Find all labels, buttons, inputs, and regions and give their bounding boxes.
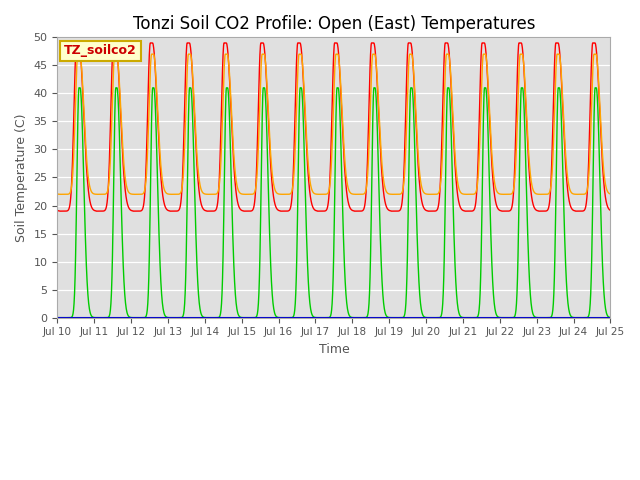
-4cm [558,79,566,85]
-8cm [573,315,581,321]
-2cm [495,207,502,213]
-4cm [56,192,64,197]
Y-axis label: Soil Temperature (C): Soil Temperature (C) [15,113,28,242]
-2cm [362,188,370,193]
-4cm [606,191,614,197]
-16cm [208,315,216,321]
Title: Tonzi Soil CO2 Profile: Open (East) Temperatures: Tonzi Soil CO2 Profile: Open (East) Temp… [132,15,535,33]
-8cm [362,314,370,320]
Line: -4cm: -4cm [58,54,610,194]
-4cm [495,191,502,196]
-4cm [573,192,581,197]
-2cm [73,40,81,46]
-8cm [54,315,61,321]
-8cm [76,85,83,91]
X-axis label: Time: Time [319,343,349,356]
-16cm [362,315,369,321]
Line: -2cm: -2cm [58,43,610,211]
-16cm [606,315,614,321]
-16cm [573,315,580,321]
-2cm [54,207,61,213]
-8cm [205,315,212,321]
-4cm [350,192,358,197]
-2cm [606,207,614,213]
-4cm [208,192,216,197]
-2cm [573,208,581,214]
-4cm [362,186,370,192]
Text: TZ_soilco2: TZ_soilco2 [64,44,137,57]
-8cm [350,315,358,321]
-4cm [54,191,61,197]
-8cm [495,314,502,320]
-2cm [558,85,566,91]
-8cm [558,130,566,136]
-16cm [495,315,502,321]
-2cm [56,208,63,214]
-8cm [606,314,614,320]
-16cm [54,315,61,321]
-16cm [557,315,565,321]
Line: -8cm: -8cm [58,88,610,318]
-4cm [74,51,82,57]
-2cm [208,208,216,214]
-2cm [350,208,358,214]
-8cm [208,315,216,321]
-16cm [350,315,358,321]
